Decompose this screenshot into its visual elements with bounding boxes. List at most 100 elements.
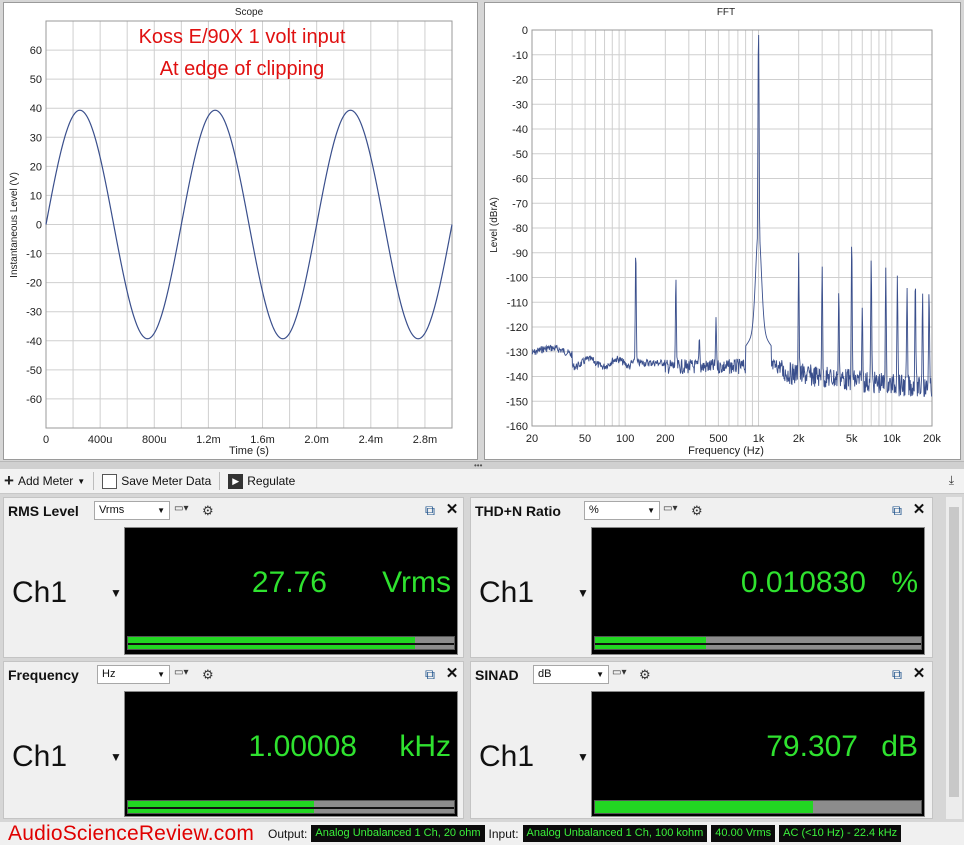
- y-tick-label: -130: [506, 347, 528, 359]
- graph-options-icon[interactable]: ▭▾: [612, 667, 627, 678]
- unit-select[interactable]: Vrms ▼: [94, 501, 170, 520]
- meter-display: 27.76 Vrms: [124, 527, 458, 655]
- close-icon[interactable]: ✕: [912, 501, 926, 518]
- output-label: Output:: [268, 826, 308, 841]
- meter-header: Frequency: [4, 662, 463, 688]
- plus-icon: +: [4, 471, 14, 490]
- channel-dropdown-icon[interactable]: ▼: [110, 586, 122, 600]
- chevron-down-icon: ▼: [596, 670, 604, 679]
- meter-unit: Vrms: [382, 566, 451, 599]
- y-tick-label: 40: [30, 103, 42, 115]
- close-icon[interactable]: ✕: [912, 665, 926, 682]
- meter-title: Frequency: [8, 667, 79, 683]
- channel-dropdown-icon[interactable]: ▼: [110, 750, 122, 764]
- y-tick-label: -80: [512, 223, 528, 235]
- close-icon[interactable]: ✕: [445, 665, 459, 682]
- site-watermark: AudioScienceReview.com: [8, 821, 255, 845]
- graph-options-icon[interactable]: ▭▾: [174, 503, 189, 514]
- fft-panel: FFT 0 -10 -20 -30 -40 -50 -60 -70 -80 -90 -100 -110 -…: [484, 2, 961, 460]
- pin-icon[interactable]: ⤓: [948, 473, 954, 487]
- gear-icon[interactable]: ⚙: [639, 667, 651, 682]
- popout-icon[interactable]: ⧉: [425, 502, 435, 518]
- y-tick-label: 0: [522, 25, 528, 37]
- x-tick-label: 200: [656, 433, 674, 445]
- y-tick-label: -100: [506, 273, 528, 285]
- y-tick-label: -30: [512, 99, 528, 111]
- x-tick-label: 1.6m: [250, 434, 274, 446]
- y-tick-label: -140: [506, 372, 528, 384]
- x-axis-title: Time (s): [229, 445, 269, 457]
- splitter-grip-icon[interactable]: •••: [474, 461, 483, 470]
- popout-icon[interactable]: ⧉: [892, 502, 902, 518]
- x-tick-label: 20: [526, 433, 538, 445]
- annotation-line-1: Koss E/90X 1 volt input: [139, 26, 346, 48]
- y-tick-label: -20: [512, 75, 528, 87]
- y-axis-title: Level (dBrA): [489, 197, 500, 253]
- y-tick-label: -40: [26, 336, 42, 348]
- meter-value: 1.00008: [248, 730, 357, 763]
- y-tick-label: -10: [512, 50, 528, 62]
- channel-dropdown-icon[interactable]: ▼: [577, 586, 589, 600]
- y-tick-label: 0: [36, 220, 42, 232]
- level-bar: [594, 636, 922, 650]
- unit-select-value: Vrms: [99, 504, 125, 516]
- x-tick-label: 500: [709, 433, 727, 445]
- x-tick-label: 50: [579, 433, 591, 445]
- frequency-meter: Frequency Hz ▼ ▭▾ ⚙ ⧉ ✕ Ch1 ▼ 1.00008 kH…: [3, 661, 464, 819]
- chevron-down-icon: ▼: [77, 476, 86, 486]
- graph-options-icon[interactable]: ▭▾: [174, 667, 189, 678]
- y-tick-label: -60: [512, 174, 528, 186]
- meter-display: 0.010830 %: [591, 527, 925, 655]
- plot-frame: [531, 29, 933, 427]
- panel-splitter[interactable]: [0, 461, 964, 469]
- level-bar: [127, 800, 455, 814]
- regulate-button[interactable]: ▶ Regulate: [228, 470, 295, 492]
- unit-select-value: %: [589, 504, 599, 516]
- meters-scrollbar[interactable]: [946, 497, 962, 819]
- chevron-down-icon: ▼: [157, 506, 165, 515]
- save-data-icon: [102, 473, 118, 489]
- y-tick-label: 20: [30, 161, 42, 173]
- unit-select[interactable]: % ▼: [584, 501, 660, 520]
- fft-graph[interactable]: FFT 0 -10 -20 -30 -40 -50 -60 -70 -80 -90 -100 -110 -…: [485, 3, 962, 461]
- unit-select[interactable]: Hz ▼: [97, 665, 170, 684]
- channel-label: Ch1: [479, 740, 535, 773]
- y-tick-label: 10: [30, 190, 42, 202]
- level-bar: [594, 800, 922, 814]
- scope-graph[interactable]: Scope 60 50 40 30 20 10 0 -10 -20 -30 -40 -50 -60 0 400…: [4, 3, 479, 461]
- y-tick-label: 60: [30, 45, 42, 57]
- y-tick-label: 30: [30, 132, 42, 144]
- x-tick-label: 800u: [142, 434, 166, 446]
- fft-title: FFT: [717, 7, 735, 18]
- save-meter-data-button[interactable]: Save Meter Data: [102, 470, 211, 492]
- status-bar: AudioScienceReview.com Output: Analog Un…: [0, 822, 964, 845]
- add-meter-button[interactable]: + Add Meter ▼: [4, 470, 85, 492]
- bandwidth-chip[interactable]: AC (<10 Hz) - 22.4 kHz: [779, 825, 902, 842]
- level-bar-rule: [595, 643, 921, 645]
- chevron-down-icon: ▼: [647, 506, 655, 515]
- y-tick-label: -110: [507, 297, 528, 309]
- gear-icon[interactable]: ⚙: [202, 667, 214, 682]
- x-tick-label: 1k: [753, 433, 765, 445]
- output-config-chip[interactable]: Analog Unbalanced 1 Ch, 20 ohm: [311, 825, 485, 842]
- close-icon[interactable]: ✕: [445, 501, 459, 518]
- toolbar-divider: [93, 472, 95, 490]
- graph-options-icon[interactable]: ▭▾: [663, 503, 678, 514]
- meter-title: SINAD: [475, 667, 519, 683]
- unit-select[interactable]: dB ▼: [533, 665, 609, 684]
- fft-trace: [531, 34, 933, 397]
- input-range-chip[interactable]: 40.00 Vrms: [711, 825, 776, 842]
- unit-select-value: Hz: [102, 668, 116, 680]
- meter-header: SINAD: [471, 662, 932, 688]
- y-tick-label: -150: [506, 396, 528, 408]
- popout-icon[interactable]: ⧉: [425, 666, 435, 682]
- popout-icon[interactable]: ⧉: [892, 666, 902, 682]
- meter-value: 79.307: [766, 730, 858, 763]
- y-tick-label: -50: [26, 365, 42, 377]
- play-icon: ▶: [228, 473, 244, 489]
- input-config-chip[interactable]: Analog Unbalanced 1 Ch, 100 kohm: [522, 825, 708, 842]
- scrollbar-thumb[interactable]: [949, 507, 959, 797]
- channel-dropdown-icon[interactable]: ▼: [577, 750, 589, 764]
- gear-icon[interactable]: ⚙: [691, 503, 703, 518]
- gear-icon[interactable]: ⚙: [202, 503, 214, 518]
